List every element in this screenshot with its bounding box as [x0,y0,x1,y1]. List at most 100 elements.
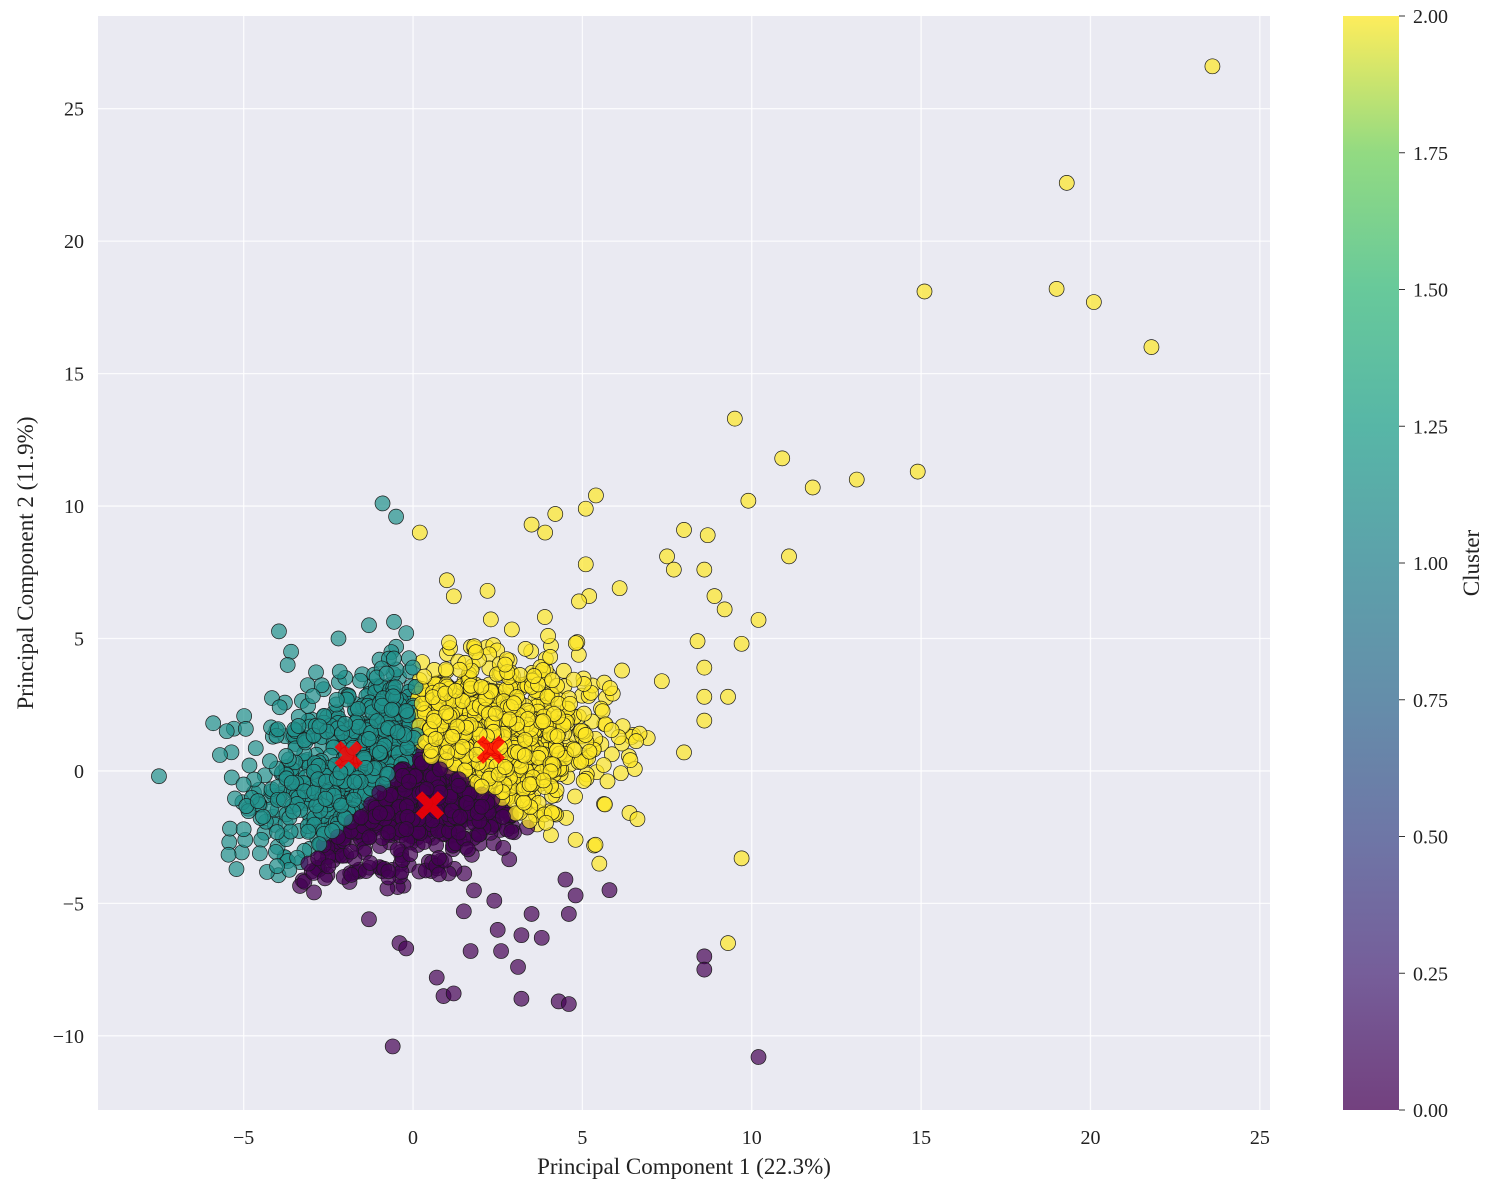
scatter-point-cluster-0 [401,773,417,790]
scatter-point-cluster-2 [473,778,490,795]
scatter-point-cluster-2 [441,634,457,651]
scatter-point-cluster-0 [432,761,448,778]
scatter-point-cluster-1 [228,861,245,877]
scatter-point-cluster-2 [411,524,428,541]
scatter-point-cluster-1 [313,677,330,694]
scatter-point-cluster-2 [549,728,566,745]
scatter-point-cluster-0 [495,840,512,856]
colorbar-tick-label: 1.50 [1413,280,1448,302]
scatter-point-cluster-0 [343,843,360,860]
scatter-point-cluster-0 [361,829,378,846]
scatter-point-cluster-2 [577,500,594,517]
colorbar-tick-label: 0.25 [1413,963,1448,985]
scatter-point-cluster-1 [235,821,252,838]
scatter-point-cluster-2 [571,593,587,610]
scatter-point-cluster-1 [253,831,270,848]
scatter-point-cluster-0 [306,884,322,901]
scatter-point-cluster-2 [445,588,462,605]
scatter-point-cluster-1 [311,836,328,853]
scatter-point-cluster-0 [361,911,377,928]
scatter-point-cluster-2 [447,682,464,699]
scatter-point-cluster-0 [320,858,337,875]
scatter-point-cluster-2 [781,548,797,565]
scatter-point-cluster-0 [510,959,526,975]
scatter-point-cluster-0 [513,927,530,944]
scatter-point-cluster-0 [353,809,369,825]
scatter-point-cluster-2 [916,283,933,300]
scatter-point-cluster-2 [628,733,644,749]
scatter-point-cluster-2 [467,644,484,661]
colorbar-label: Cluster [1459,529,1484,596]
scatter-point-cluster-2 [516,794,532,811]
x-tick-label: 0 [408,1127,418,1149]
scatter-point-cluster-2 [517,640,534,657]
colorbar-tick-label: 1.25 [1413,416,1448,438]
centroid-marker [415,791,445,820]
colorbar-tick-label: 2.00 [1413,6,1448,28]
scatter-point-cluster-2 [567,635,584,652]
scatter-point-cluster-2 [444,728,461,745]
scatter-point-cluster-1 [360,731,377,747]
scatter-point-cluster-2 [1086,294,1102,310]
grid [98,16,1270,1110]
scatter-point-cluster-2 [566,742,583,758]
scatter-point-cluster-1 [235,776,252,793]
colorbar-ticks: 0.00 0.25 0.50 0.75 1.00 1.25 1.50 1.75 2.00 [1399,6,1448,1122]
scatter-point-cluster-1 [276,791,292,808]
colorbar-tick-label: 1.75 [1413,143,1448,165]
scatter-point-cluster-1 [212,747,228,763]
scatter-point-cluster-2 [538,814,554,831]
scatter-point-cluster-2 [536,609,553,625]
scatter-point-cluster-2 [562,695,578,712]
scatter-point-cluster-1 [282,823,299,840]
scatter-point-cluster-2 [546,706,562,722]
scatter-point-cluster-2 [676,744,692,761]
scatter-point-cluster-2 [696,659,713,676]
scatter-point-cluster-0 [445,985,462,1002]
scatter-point-cluster-1 [247,740,264,757]
scatter-point-cluster-1 [398,625,415,642]
scatter-point-cluster-2 [665,561,682,578]
scatter-point-cluster-2 [604,746,620,763]
scatter-point-cluster-2 [706,588,723,604]
scatter-point-cluster-1 [385,650,402,667]
scatter-point-cluster-2 [696,561,713,578]
scatter-point-cluster-2 [1143,339,1160,355]
scatter-point-cluster-0 [452,808,468,825]
scatter-point-cluster-1 [241,757,258,774]
scatter-point-cluster-1 [223,769,240,786]
x-tick-label: 20 [1080,1127,1100,1149]
scatter-point-cluster-1 [331,663,348,680]
scatter-point-cluster-2 [1204,58,1221,75]
scatter-point-cluster-2 [427,731,444,747]
scatter-point-cluster-1 [218,723,235,740]
scatter-point-cluster-2 [740,492,757,509]
scatter-point-cluster-1 [346,774,363,790]
scatter-point-cluster-1 [398,703,415,719]
scatter-point-cluster-2 [540,628,556,644]
centroid-marker [334,740,363,770]
scatter-point-cluster-2 [526,668,542,684]
scatter-point-cluster-0 [493,943,509,959]
scatter-point-cluster-2 [699,527,716,544]
scatter-point-cluster-2 [567,831,584,848]
colorbar-tick-label: 1.00 [1413,553,1448,575]
scatter-point-cluster-1 [308,664,324,681]
scatter-point-cluster-0 [343,867,360,883]
scatter-point-cluster-2 [542,649,559,665]
scatter-point-cluster-2 [539,688,556,705]
scatter-point-cluster-0 [450,777,467,794]
scatter-point-cluster-2 [577,556,594,573]
scatter-point-cluster-2 [506,695,522,712]
scatter-point-cluster-2 [848,471,865,488]
scatter-point-cluster-2 [503,621,520,638]
y-tick-label: 20 [64,231,84,253]
scatter-point-cluster-0 [486,892,503,909]
scatter-point-cluster-1 [388,508,404,525]
scatter-point-cluster-2 [567,788,583,805]
scatter-point-cluster-0 [523,906,540,922]
scatter-point-cluster-1 [405,659,421,676]
scatter-point-cluster-2 [804,479,821,496]
x-tick-label: −5 [233,1127,254,1149]
